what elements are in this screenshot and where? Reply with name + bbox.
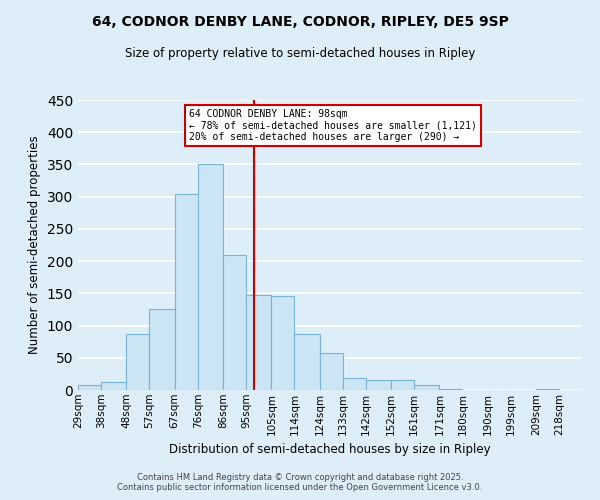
Text: Size of property relative to semi-detached houses in Ripley: Size of property relative to semi-detach… — [125, 48, 475, 60]
Bar — [246, 294, 271, 390]
Bar — [197, 164, 223, 390]
Y-axis label: Number of semi-detached properties: Number of semi-detached properties — [28, 136, 41, 354]
Bar — [343, 378, 365, 390]
Bar — [439, 388, 463, 390]
Text: 64, CODNOR DENBY LANE, CODNOR, RIPLEY, DE5 9SP: 64, CODNOR DENBY LANE, CODNOR, RIPLEY, D… — [92, 15, 508, 29]
Text: 64 CODNOR DENBY LANE: 98sqm
← 78% of semi-detached houses are smaller (1,121)
20: 64 CODNOR DENBY LANE: 98sqm ← 78% of sem… — [189, 108, 477, 142]
Bar — [149, 309, 175, 390]
Bar — [78, 386, 101, 390]
Bar — [271, 296, 295, 390]
Bar — [365, 380, 391, 390]
Bar — [175, 194, 197, 390]
Bar — [223, 254, 246, 390]
Bar — [320, 354, 343, 390]
X-axis label: Distribution of semi-detached houses by size in Ripley: Distribution of semi-detached houses by … — [169, 443, 491, 456]
Text: Contains HM Land Registry data © Crown copyright and database right 2025.
Contai: Contains HM Land Registry data © Crown c… — [118, 473, 482, 492]
Bar — [101, 382, 127, 390]
Bar — [295, 334, 320, 390]
Bar — [127, 334, 149, 390]
Bar — [391, 380, 414, 390]
Bar — [414, 385, 439, 390]
